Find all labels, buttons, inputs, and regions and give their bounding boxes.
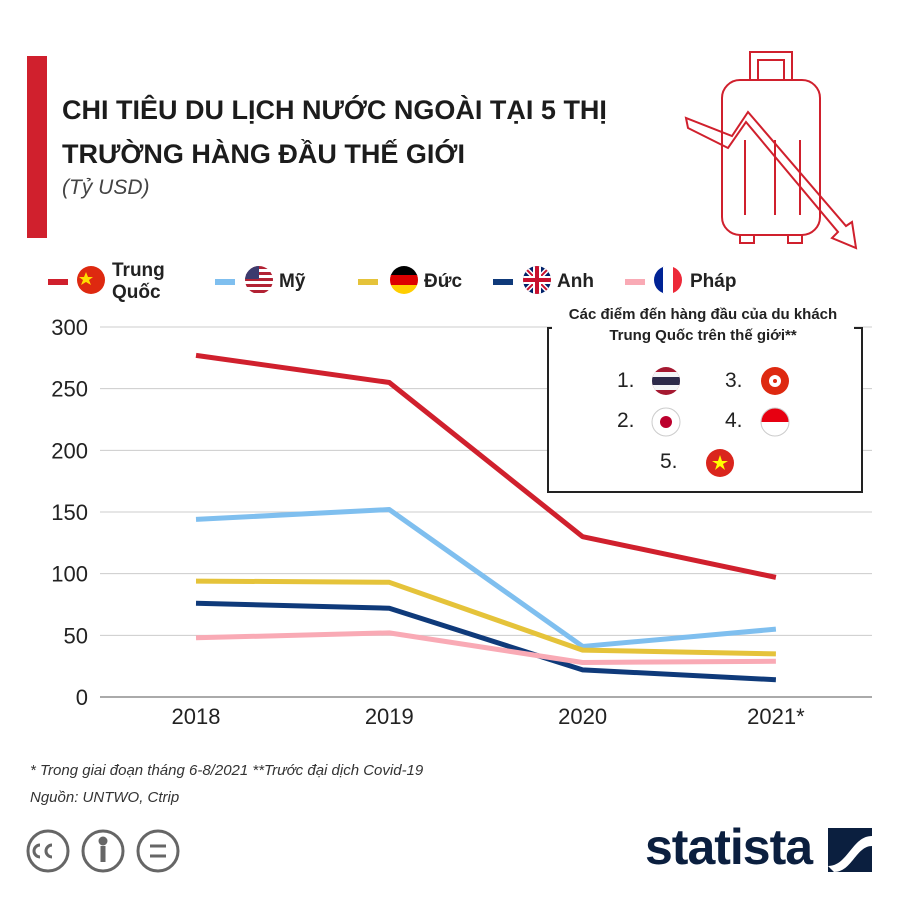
source: Nguồn: UNTWO, Ctrip: [30, 789, 180, 806]
chart-title: CHI TIÊU DU LỊCH NƯỚC NGOÀI TẠI 5 THỊ TR…: [62, 95, 607, 169]
legend-label: Trung Quốc: [112, 260, 165, 303]
legend-swatch: [215, 279, 235, 285]
x-tick-label: 2021*: [747, 704, 805, 729]
legend-label: Pháp: [690, 271, 737, 292]
y-tick-label: 300: [51, 315, 88, 340]
x-tick-label: 2019: [365, 704, 414, 729]
series-line: [195, 630, 776, 665]
y-tick-label: 250: [51, 377, 88, 402]
legend-swatch: [48, 279, 68, 285]
logo-text: statista: [645, 819, 813, 875]
rank: 2.: [617, 409, 635, 432]
rank: 5.: [660, 450, 678, 473]
legend-item: Trung Quốc: [48, 260, 182, 303]
rank: 3.: [725, 369, 743, 392]
legend-swatch: [493, 279, 513, 285]
accent-bar: [27, 56, 47, 238]
rank: 4.: [725, 409, 743, 432]
y-tick-label: 100: [51, 562, 88, 587]
legend-label: Anh: [557, 271, 594, 292]
chart-subtitle: (Tỷ USD): [62, 176, 150, 199]
series-line: [195, 507, 777, 649]
cc-icons: [26, 829, 180, 873]
suitcase-icon: [684, 51, 858, 250]
footnote: * Trong giai đoạn tháng 6-8/2021 **Trước…: [30, 762, 424, 779]
lines: [195, 352, 777, 683]
y-tick-label: 0: [76, 685, 88, 710]
rank: 1.: [617, 369, 635, 392]
legend-item: Anh: [493, 262, 594, 302]
series-line: [195, 352, 777, 580]
legend-item: Đức: [358, 262, 462, 302]
series-line: [195, 600, 777, 683]
inset-title: Các điểm đến hàng đầu của du khách Trung…: [552, 304, 854, 346]
legend-label: Đức: [424, 271, 463, 292]
legend-item: Pháp: [625, 262, 736, 302]
y-tick-label: 200: [51, 438, 88, 463]
y-tick-label: 50: [64, 623, 88, 648]
grid: 0 50 100 150 200 250 300 2018 2019 2020 2021*: [51, 315, 872, 729]
legend-label: Mỹ: [279, 271, 306, 292]
x-tick-label: 2018: [172, 704, 221, 729]
series-line: [195, 578, 776, 657]
legend-swatch: [358, 279, 378, 285]
y-tick-label: 150: [51, 500, 88, 525]
x-tick-label: 2020: [558, 704, 607, 729]
logo-icon: [828, 828, 872, 872]
legend-swatch: [625, 279, 645, 285]
legend-flags: [77, 266, 682, 294]
inset-box: [547, 327, 863, 493]
legend-item: Mỹ: [215, 262, 305, 302]
